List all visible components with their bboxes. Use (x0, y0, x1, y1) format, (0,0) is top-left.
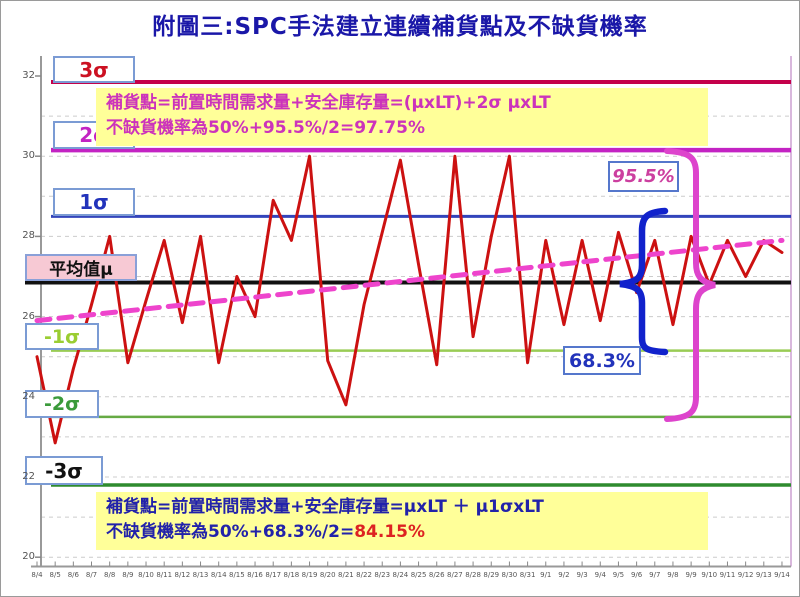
x-axis-label: 9/13 (755, 571, 772, 579)
x-axis-label: 9/12 (737, 571, 754, 579)
x-axis-label: 8/22 (356, 571, 372, 579)
x-axis-label: 8/28 (465, 571, 481, 579)
x-axis-label: 8/27 (447, 571, 463, 579)
x-axis-label: 8/26 (428, 571, 445, 579)
y-axis-label: 28 (22, 230, 35, 242)
y-axis-label: 26 (22, 310, 35, 322)
x-axis-label: 8/7 (85, 571, 98, 579)
x-axis-label: 8/4 (31, 571, 43, 579)
y-axis-label: 32 (22, 70, 35, 81)
x-axis-label: 8/20 (319, 571, 336, 579)
x-axis-label: 9/6 (630, 571, 643, 579)
annotation-68-3-percent: 68.3% (563, 346, 641, 375)
label-minus3sigma: -3σ (25, 456, 103, 485)
x-axis-label: 9/9 (685, 571, 697, 579)
x-axis-label: 8/14 (210, 571, 227, 579)
formula-bottom-line2: 不缺貨機率為50%+68.3%/2=84.15% (106, 522, 426, 542)
x-axis-label: 9/5 (612, 571, 625, 579)
x-axis-label: 8/30 (501, 571, 518, 579)
one-sigma-brace-icon (619, 207, 669, 356)
label-minus1sigma: -1σ (25, 323, 99, 350)
formula-bottom-line1: 補貨點=前置時間需求量+安全庫存量=μxLT ＋ μ1σxLT (106, 497, 544, 517)
x-axis-label: 8/11 (156, 571, 173, 579)
x-axis-label: 9/8 (667, 571, 679, 579)
x-axis-label: 9/14 (774, 571, 790, 579)
label-3sigma: 3σ (53, 56, 135, 83)
x-axis-label: 8/8 (104, 571, 116, 579)
x-axis-label: 8/17 (265, 571, 282, 579)
x-axis-label: 8/23 (374, 571, 391, 579)
formula-box-bottom: 補貨點=前置時間需求量+安全庫存量=μxLT ＋ μ1σxLT 不缺貨機率為50… (96, 492, 708, 550)
x-axis-label: 8/15 (228, 571, 245, 579)
y-axis-label: 20 (22, 551, 35, 563)
y-axis-label: 30 (22, 150, 35, 162)
formula-top-line2: 不缺貨機率為50%+95.5%/2=97.75% (106, 118, 425, 138)
x-axis-label: 8/6 (67, 571, 79, 579)
two-sigma-brace-icon (664, 148, 716, 422)
x-axis-label: 8/16 (247, 571, 263, 579)
label-minus2sigma: -2σ (25, 390, 99, 418)
annotation-95-5-percent: 95.5% (608, 161, 679, 192)
label-mean: 平均值μ (25, 254, 137, 281)
x-axis-label: 8/25 (410, 571, 427, 579)
x-axis-label: 9/10 (701, 571, 718, 579)
x-axis-label: 9/7 (649, 571, 661, 579)
x-axis-label: 8/13 (192, 571, 209, 579)
x-axis-label: 8/18 (283, 571, 300, 579)
page-title: 附圖三:SPC手法建立連續補貨點及不缺貨機率 (152, 14, 648, 40)
formula-box-top: 補貨點=前置時間需求量+安全庫存量=(μxLT)+2σ μxLT 不缺貨機率為5… (96, 88, 708, 146)
x-axis-label: 8/12 (174, 571, 191, 579)
stock-probability-value: 84.15% (354, 522, 426, 542)
x-axis-label: 8/5 (49, 571, 61, 579)
y-axis-label: 22 (22, 471, 35, 482)
x-axis-label: 9/1 (540, 571, 552, 579)
x-axis-label: 8/29 (483, 571, 500, 579)
x-axis-label: 8/19 (301, 571, 318, 579)
x-axis-label: 8/21 (338, 571, 354, 579)
x-axis-label: 8/9 (122, 571, 134, 579)
x-axis-label: 9/3 (576, 571, 588, 579)
formula-top-line1: 補貨點=前置時間需求量+安全庫存量=(μxLT)+2σ μxLT (106, 93, 551, 113)
x-axis-label: 9/2 (558, 571, 570, 579)
x-axis-label: 9/11 (719, 571, 736, 579)
x-axis-label: 8/31 (519, 571, 536, 579)
y-axis-label: 24 (22, 390, 35, 402)
x-axis-label: 8/24 (392, 571, 409, 579)
label-1sigma: 1σ (53, 188, 135, 216)
x-axis-label: 9/4 (594, 571, 606, 579)
x-axis-label: 8/10 (138, 571, 154, 579)
